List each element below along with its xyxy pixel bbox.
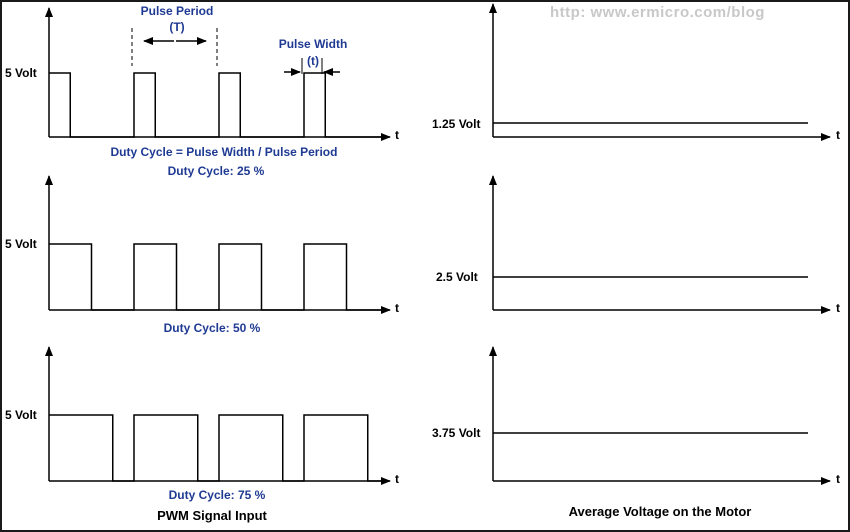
pulse-width-label: Pulse Width [279,37,348,51]
duty-cycle-caption-75: Duty Cycle: 75 % [169,488,266,502]
level-label-5v: 5 Volt [5,408,37,422]
left-column-caption: PWM Signal Input [157,508,267,523]
pulse-period-symbol: (T) [169,20,184,34]
average-level-label: 2.5 Volt [436,270,478,284]
left-panel-75: 5 Volt t Duty Cycle: 75 % [5,346,399,502]
average-level-label: 1.25 Volt [432,117,480,131]
left-panel-50: 5 Volt t Duty Cycle: 50 % [5,175,399,335]
pwm-waveform-50 [49,243,384,311]
level-label-5v: 5 Volt [5,66,37,80]
pulse-width-symbol: (t) [307,54,319,68]
t-axis-label: t [395,128,399,142]
right-panel-3-75v: 3.75 Volt t [432,346,840,486]
level-label-5v: 5 Volt [5,237,37,251]
duty-cycle-formula: Duty Cycle = Pulse Width / Pulse Period [111,145,338,159]
watermark-url: http: www.ermicro.com/blog [550,4,765,21]
pulse-period-label: Pulse Period [141,4,214,18]
pwm-waveform-75 [49,414,384,482]
right-panel-1-25v: 1.25 Volt t [432,3,840,142]
t-axis-label: t [395,472,399,486]
t-axis-label: t [836,128,840,142]
pwm-waveform-25 [49,72,384,138]
right-panel-2-5v: 2.5 Volt t [436,175,840,315]
left-panel-25: 5 Volt t Pulse Period (T) Pulse Width (t… [5,4,399,178]
average-level-label: 3.75 Volt [432,426,480,440]
t-axis-label: t [395,301,399,315]
duty-cycle-caption-50: Duty Cycle: 50 % [164,321,261,335]
right-column-caption: Average Voltage on the Motor [569,504,752,519]
t-axis-label: t [836,472,840,486]
duty-cycle-caption-25: Duty Cycle: 25 % [168,164,265,178]
t-axis-label: t [836,301,840,315]
